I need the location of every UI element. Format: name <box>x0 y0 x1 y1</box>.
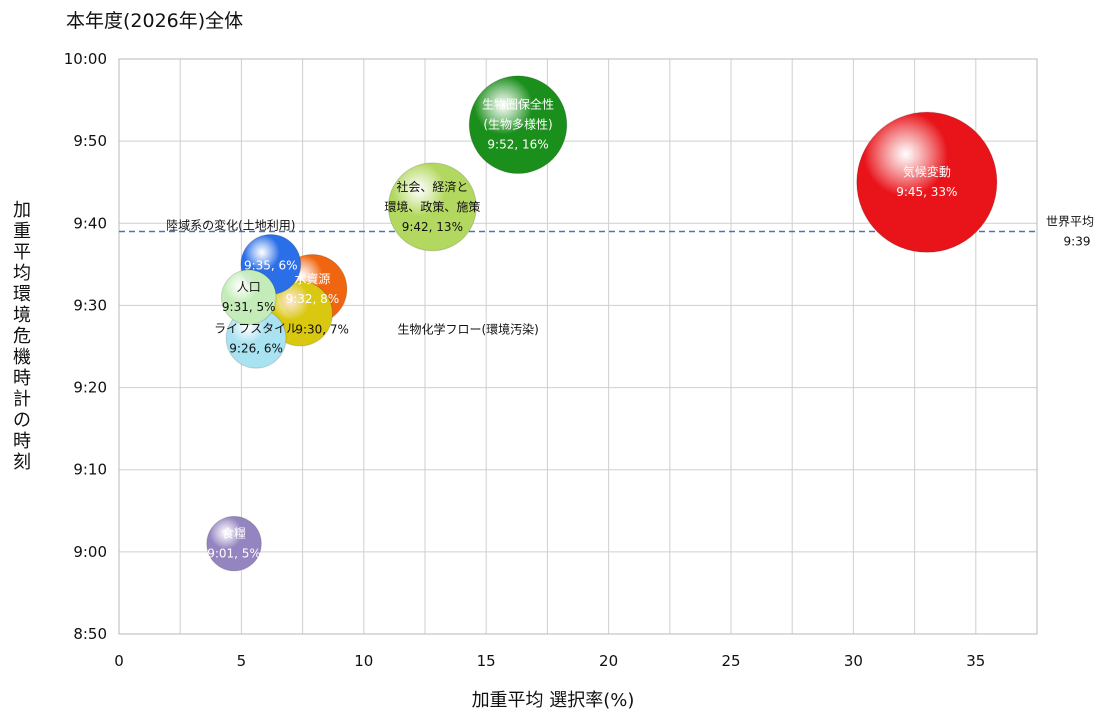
bubble-value-label: 9:45, 33% <box>896 185 957 199</box>
x-tick-label: 10 <box>354 652 373 670</box>
bubble-value-label: 9:01, 5% <box>207 547 261 561</box>
bubble-value-label: 9:52, 16% <box>487 138 548 152</box>
axes: 0 5 10 15 20 25 30 35 8:50 9:00 9:10 9:20 9:30 9:40 9:… <box>64 50 986 670</box>
x-tick-label: 25 <box>721 652 740 670</box>
bubble-category-label: 社会、経済と <box>396 179 468 194</box>
bubble-category-label: 生物圏保全性 <box>482 97 554 112</box>
bubble-category-label: 人口 <box>237 280 261 294</box>
bubble <box>220 269 277 325</box>
bubble-category-label: 食糧 <box>222 526 246 541</box>
y-tick-label: 9:20 <box>73 379 107 397</box>
reference-line-value: 9:39 <box>1064 235 1091 249</box>
bubble-category-label: 気候変動 <box>903 164 951 179</box>
bubble <box>856 111 998 253</box>
reference-line-label: 世界平均 <box>1046 215 1094 229</box>
y-tick-label: 9:30 <box>73 296 107 314</box>
chart-title: 本年度(2026年)全体 <box>66 10 244 32</box>
bubble-labels: 気候変動 9:45, 33% 生物圏保全性 (生物多様性) 9:52, 16% 社会、経済… <box>166 97 957 561</box>
bubbles <box>206 75 998 572</box>
bubble <box>387 162 477 252</box>
x-tick-label: 30 <box>844 652 863 670</box>
plot-area <box>118 58 1038 635</box>
x-tick-label: 0 <box>114 652 124 670</box>
bubble-category-label: 陸域系の変化(土地利用) <box>166 217 295 232</box>
x-axis-title: 加重平均 選択率(%) <box>471 690 635 711</box>
x-tick-label: 5 <box>237 652 247 670</box>
bubble-value-label: 9:30, 7% <box>295 323 349 337</box>
y-tick-label: 8:50 <box>73 625 107 643</box>
y-tick-label: 9:10 <box>73 461 107 479</box>
y-tick-label: 10:00 <box>64 50 107 68</box>
bubble-value-label: 9:26, 6% <box>229 341 283 355</box>
bubble <box>468 75 568 175</box>
bubble <box>206 515 262 572</box>
bubble-value-label: 9:32, 8% <box>286 292 340 306</box>
bubble-category-label: (生物多様性) <box>483 118 552 132</box>
x-tick-label: 20 <box>599 652 618 670</box>
bubble-category-label: 環境、政策、施策 <box>384 199 480 214</box>
bubble-value-label: 9:31, 5% <box>222 300 276 314</box>
bubble-category-label: 水資源 <box>294 272 330 286</box>
y-tick-label: 9:50 <box>73 132 107 150</box>
bubble-value-label: 9:35, 6% <box>244 258 298 272</box>
y-tick-label: 9:00 <box>73 543 107 561</box>
y-axis-title: 加重平均 環境危機時計の時刻 <box>13 200 31 473</box>
bubble-category-label: 生物化学フロー(環境汚染) <box>397 322 538 337</box>
bubble-value-label: 9:42, 13% <box>402 220 463 234</box>
x-tick-label: 35 <box>966 652 985 670</box>
bubble-category-label: ライフスタイル <box>214 321 298 335</box>
x-tick-label: 15 <box>477 652 496 670</box>
y-tick-label: 9:40 <box>73 214 107 232</box>
